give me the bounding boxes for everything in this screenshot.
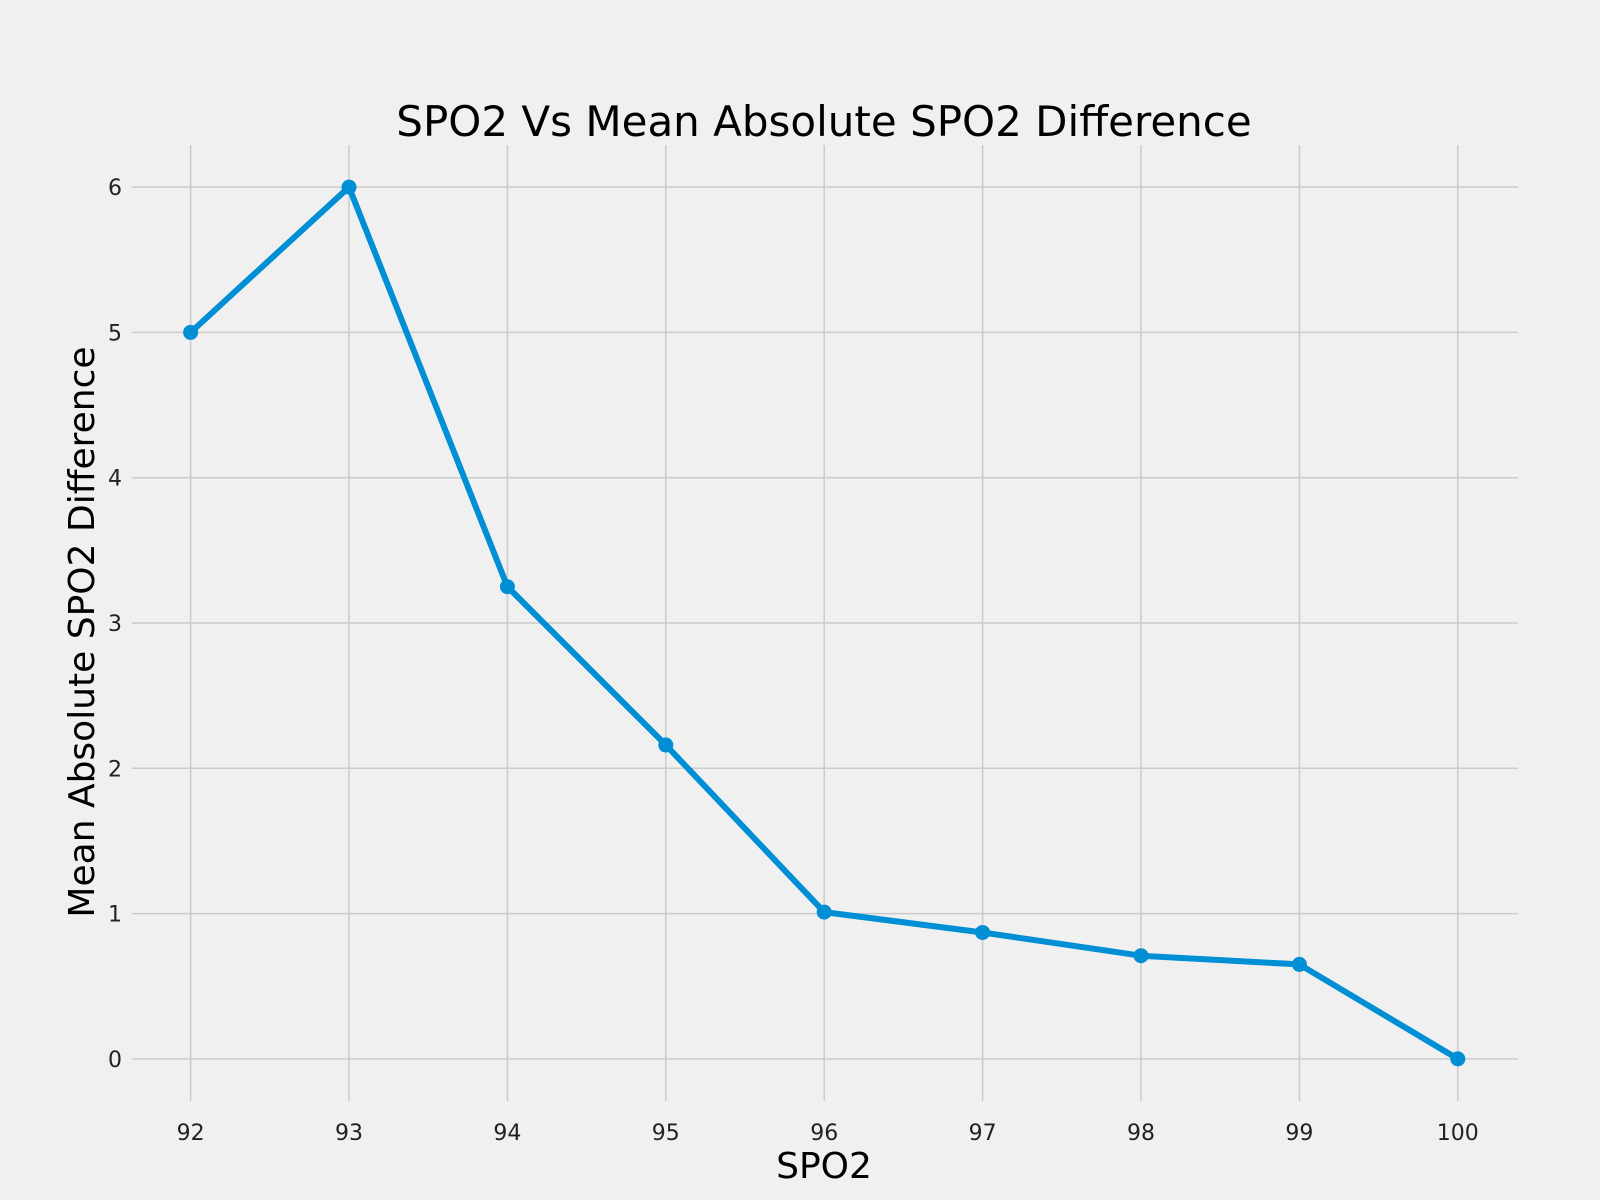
x-tick-label: 100 [1437, 1121, 1479, 1146]
x-tick-label: 97 [969, 1121, 997, 1146]
data-point [658, 737, 674, 753]
x-tick-label: 94 [493, 1121, 521, 1146]
x-tick-label: 95 [652, 1121, 680, 1146]
x-tick-label: 99 [1285, 1121, 1313, 1146]
data-point [183, 324, 199, 340]
y-tick-label: 6 [108, 176, 122, 201]
data-point [1133, 948, 1149, 964]
y-tick-label: 5 [108, 321, 122, 346]
y-axis-label: Mean Absolute SPO2 Difference [62, 346, 103, 917]
chart-title: SPO2 Vs Mean Absolute SPO2 Difference [396, 97, 1251, 146]
x-tick-label: 98 [1127, 1121, 1155, 1146]
y-tick-label: 3 [108, 612, 122, 637]
data-point [816, 904, 832, 920]
x-tick-label: 93 [335, 1121, 363, 1146]
y-tick-label: 0 [108, 1048, 122, 1073]
data-point [975, 924, 991, 940]
x-tick-label: 96 [810, 1121, 838, 1146]
y-tick-label: 4 [108, 467, 122, 492]
series [183, 179, 1466, 1067]
grid [132, 145, 1518, 1101]
data-point [1450, 1051, 1466, 1067]
x-axis-label: SPO2 [776, 1146, 872, 1187]
y-tick-label: 2 [108, 757, 122, 782]
data-point [341, 179, 357, 195]
data-point [1291, 956, 1307, 972]
y-tick-label: 1 [108, 903, 122, 928]
tick-labels: 92 93 94 95 96 97 98 99 100 0 1 2 3 4 5 6 [108, 176, 1479, 1146]
x-tick-label: 92 [177, 1121, 205, 1146]
data-point [499, 579, 515, 595]
